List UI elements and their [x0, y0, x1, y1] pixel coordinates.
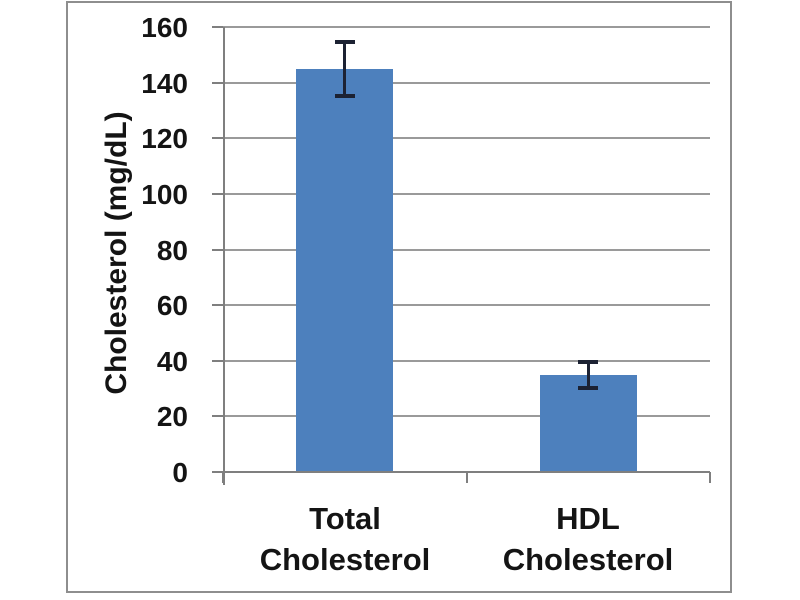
y-axis-tick-0 — [212, 471, 223, 473]
y-tick-label-100: 100 — [141, 179, 188, 210]
chart-frame: Cholesterol (mg/dL) 0 20 40 60 80 100 120 140 16… — [66, 1, 732, 593]
y-tick-label-80: 80 — [156, 235, 188, 266]
y-axis-tick-100 — [212, 193, 223, 195]
y-tick-label-20: 20 — [156, 401, 188, 432]
y-tick-label-120: 120 — [141, 123, 188, 154]
gridline-160 — [223, 26, 710, 28]
gridline-20 — [223, 415, 710, 417]
y-axis-tick-160 — [212, 26, 223, 28]
y-tick-label-160: 160 — [141, 12, 188, 43]
category-label-2: HDL Cholesterol — [502, 501, 674, 577]
y-axis-tick-40 — [212, 360, 223, 362]
gridline-60 — [223, 304, 710, 306]
y-axis-tick-120 — [212, 137, 223, 139]
bar-2 — [540, 375, 637, 472]
y-tick-label-40: 40 — [156, 346, 188, 377]
x-axis-tick-2 — [709, 472, 711, 483]
bar-1 — [296, 69, 393, 472]
gridline-40 — [223, 360, 710, 362]
error-bar-bottom-cap-2 — [578, 386, 598, 390]
x-axis-tick-1 — [466, 472, 468, 483]
y-axis-tick-80 — [212, 249, 223, 251]
y-tick-label-0: 0 — [172, 457, 188, 488]
error-bar-bottom-cap-1 — [335, 94, 355, 98]
gridline-120 — [223, 137, 710, 139]
x-axis-tick-0 — [222, 472, 224, 483]
category-label-1: Total Cholesterol — [259, 501, 431, 577]
error-bar-line-1 — [343, 41, 346, 97]
y-axis-tick-140 — [212, 82, 223, 84]
y-tick-label-140: 140 — [141, 68, 188, 99]
y-axis-line — [223, 27, 225, 485]
gridline-140 — [223, 82, 710, 84]
error-bar-line-2 — [587, 361, 590, 389]
y-axis-tick-20 — [212, 415, 223, 417]
error-bar-top-cap-1 — [335, 40, 355, 44]
error-bar-top-cap-2 — [578, 360, 598, 364]
y-axis-tick-60 — [212, 304, 223, 306]
y-tick-label-60: 60 — [156, 290, 188, 321]
gridline-100 — [223, 193, 710, 195]
gridline-80 — [223, 249, 710, 251]
